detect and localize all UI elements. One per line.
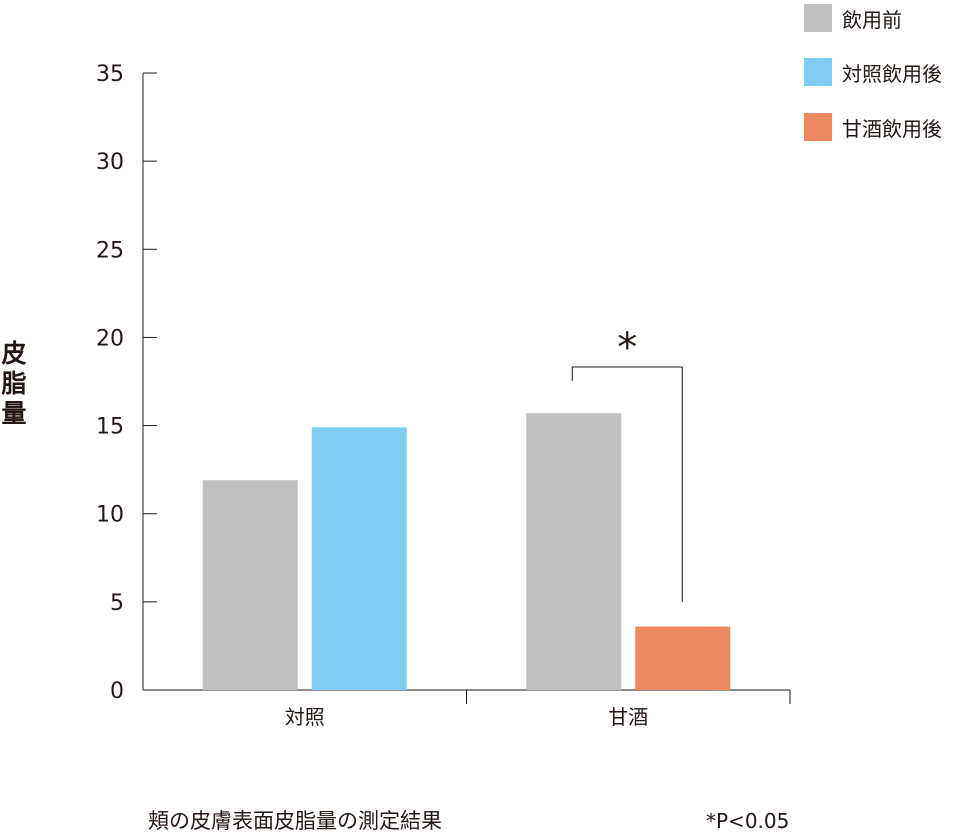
legend-label: 対照飲用後 [842,62,942,86]
legend-swatch [804,4,832,32]
x-axis: 対照 甘酒 [143,689,791,729]
bar [635,626,731,690]
legend-swatch [804,113,832,141]
y-tick-label: 15 [96,415,124,440]
caption: 頬の皮膚表面皮脂量の測定結果 [148,809,442,833]
legend-swatch [804,58,832,86]
legend-label: 甘酒飲用後 [842,117,942,141]
y-tick-label: 30 [96,150,124,175]
x-tick-label: 対照 [285,705,325,729]
bar [311,427,407,690]
y-tick-label: 20 [96,326,124,351]
legend-label: 飲用前 [842,8,902,32]
bracket-line [571,366,683,602]
footnote: *P<0.05 [706,809,789,833]
y-tick-label: 5 [110,591,124,616]
bar [202,480,298,690]
y-axis-label: 皮脂量 [1,339,26,428]
y-tick-label: 25 [96,238,124,263]
significance-marker: * [617,325,637,371]
x-tick-label: 甘酒 [608,705,648,729]
bar [526,413,622,690]
bars [202,413,731,690]
y-tick-label: 10 [96,503,124,528]
significance-bracket: * [571,325,683,602]
y-tick-label: 35 [96,62,124,87]
y-tick-label: 0 [110,679,124,704]
y-axis: 0 5 10 15 20 25 30 35 [96,62,157,704]
